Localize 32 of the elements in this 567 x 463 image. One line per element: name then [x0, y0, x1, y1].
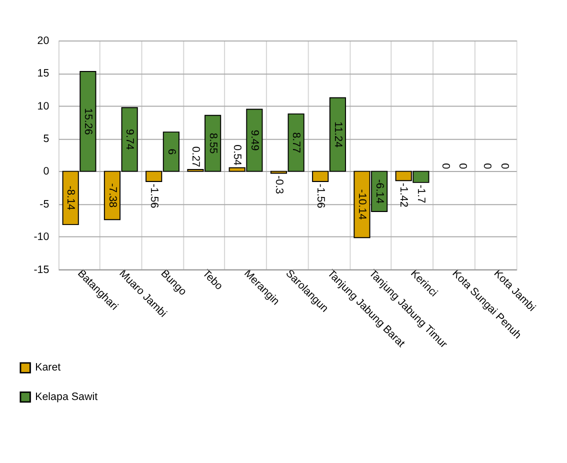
legend-label: Karet	[35, 362, 61, 374]
data-label: -8.14	[64, 186, 77, 210]
y-tick-label: 10	[37, 100, 50, 112]
data-label: -1.42	[398, 182, 410, 208]
y-tick-label: -15	[34, 264, 50, 276]
y-tick-label: 15	[37, 68, 50, 80]
data-label: 0.54	[231, 144, 244, 166]
data-label: 9.49	[248, 130, 261, 151]
data-label: -1.56	[148, 184, 160, 208]
y-tick-label: 20	[37, 34, 50, 47]
data-label: 0	[456, 163, 469, 170]
data-label: -1.56	[314, 184, 326, 208]
data-label: 0	[498, 163, 510, 170]
data-label: 8.55	[206, 132, 219, 154]
data-label: -1.7	[415, 184, 428, 204]
data-label: 6	[165, 148, 178, 155]
y-tick-label: 5	[43, 133, 50, 146]
data-label: -7.38	[106, 183, 118, 208]
y-tick-label: 0	[43, 166, 50, 178]
data-label: -6.14	[373, 179, 386, 204]
data-label: -0.3	[272, 176, 285, 194]
data-label: 0	[439, 163, 452, 170]
y-tick-label: -5	[40, 198, 50, 210]
data-label: 0.27	[190, 146, 202, 168]
data-label: 15.26	[82, 108, 94, 135]
legend-label: Kelapa Sawit	[35, 390, 98, 403]
data-label: 9.74	[124, 129, 136, 150]
data-label: 0	[480, 163, 493, 170]
y-tick-label: -10	[34, 231, 50, 244]
data-label: 8.77	[290, 132, 302, 154]
data-label: -10.14	[356, 189, 368, 220]
data-label: 11.24	[332, 122, 344, 148]
